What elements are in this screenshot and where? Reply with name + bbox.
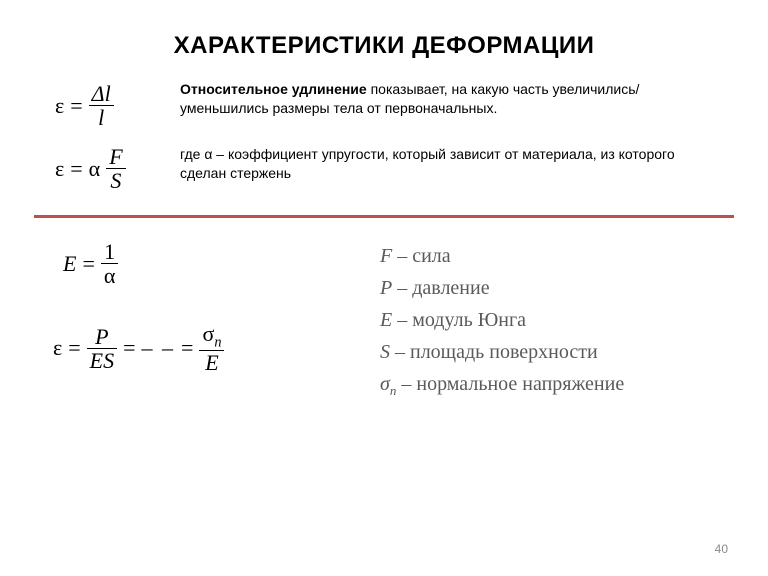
slide-title: ХАРАКТЕРИСТИКИ ДЕФОРМАЦИИ bbox=[0, 32, 768, 60]
f4-t3-sub: n bbox=[214, 334, 221, 350]
legend-text-E: – модуль Юнга bbox=[392, 309, 526, 331]
legend-row-S: S – площадь поверхности bbox=[380, 336, 624, 368]
legend-text-sigma: – нормальное напряжение bbox=[396, 373, 624, 395]
f4-frac3: σn E bbox=[199, 322, 224, 374]
legend-row-sigma: σn – нормальное напряжение bbox=[380, 368, 624, 402]
f2-lhs: ε bbox=[55, 156, 64, 182]
legend-text-S: – площадь поверхности bbox=[390, 341, 598, 363]
legend: F – сила P – давление E – модуль Юнга S … bbox=[380, 240, 624, 402]
legend-sym-P: P bbox=[380, 277, 392, 299]
f2-den: S bbox=[106, 169, 125, 192]
formula-youngs-modulus: E = 1 α bbox=[60, 240, 121, 287]
f4-t3-num: σn bbox=[199, 322, 224, 351]
formula-epsilon-chain: ε = P ES = – – = σn E bbox=[50, 322, 227, 374]
legend-text-P: – давление bbox=[392, 277, 489, 299]
legend-sym-E: E bbox=[380, 309, 392, 331]
f3-frac: 1 α bbox=[101, 240, 119, 287]
f4-t1-den-a: E bbox=[90, 348, 103, 373]
f3-eq: = bbox=[82, 251, 94, 277]
f4-eq1: = bbox=[68, 335, 80, 361]
f4-eq3: = bbox=[181, 335, 193, 361]
f4-mid: – – bbox=[142, 335, 176, 361]
f2-eq: = bbox=[70, 156, 82, 182]
paragraph-alpha: где α – коэффициент упругости, который з… bbox=[180, 145, 720, 183]
f3-num: 1 bbox=[101, 240, 119, 264]
f2-frac: F S bbox=[106, 145, 125, 192]
f1-den: l bbox=[89, 106, 114, 129]
f4-t1-den-b: S bbox=[103, 348, 114, 373]
f4-t1-den: ES bbox=[87, 349, 117, 372]
legend-row-F: F – сила bbox=[380, 240, 624, 272]
legend-row-E: E – модуль Юнга bbox=[380, 304, 624, 336]
formula-epsilon-dl: ε = Δl l bbox=[52, 82, 117, 129]
f2-num: F bbox=[106, 145, 125, 169]
f3-lhs: E bbox=[63, 251, 76, 277]
f4-lhs: ε bbox=[53, 335, 62, 361]
legend-row-P: P – давление bbox=[380, 272, 624, 304]
legend-sym-sigma: σ bbox=[380, 373, 390, 395]
f1-lhs: ε bbox=[55, 93, 64, 119]
formula-epsilon-alpha: ε = α F S bbox=[52, 145, 129, 192]
paragraph-elongation: Относительное удлинение показывает, на к… bbox=[180, 80, 700, 118]
f1-eq: = bbox=[70, 93, 82, 119]
f1-frac: Δl l bbox=[89, 82, 114, 129]
f4-t3-sym: σ bbox=[202, 321, 214, 346]
page-number: 40 bbox=[715, 542, 728, 556]
legend-sym-F: F bbox=[380, 245, 392, 267]
f4-eq2: = bbox=[123, 335, 135, 361]
f4-frac1: P ES bbox=[87, 325, 117, 372]
f4-t3-den: E bbox=[199, 351, 224, 374]
legend-text-F: – сила bbox=[392, 245, 450, 267]
f1-num: Δl bbox=[89, 82, 114, 106]
divider-line bbox=[34, 215, 734, 218]
slide: ХАРАКТЕРИСТИКИ ДЕФОРМАЦИИ Относительное … bbox=[0, 0, 768, 576]
f4-t1-num: P bbox=[87, 325, 117, 349]
f2-coef: α bbox=[89, 156, 101, 182]
term-bold: Относительное удлинение bbox=[180, 81, 367, 97]
f3-den: α bbox=[101, 264, 119, 287]
legend-sym-S: S bbox=[380, 341, 390, 363]
